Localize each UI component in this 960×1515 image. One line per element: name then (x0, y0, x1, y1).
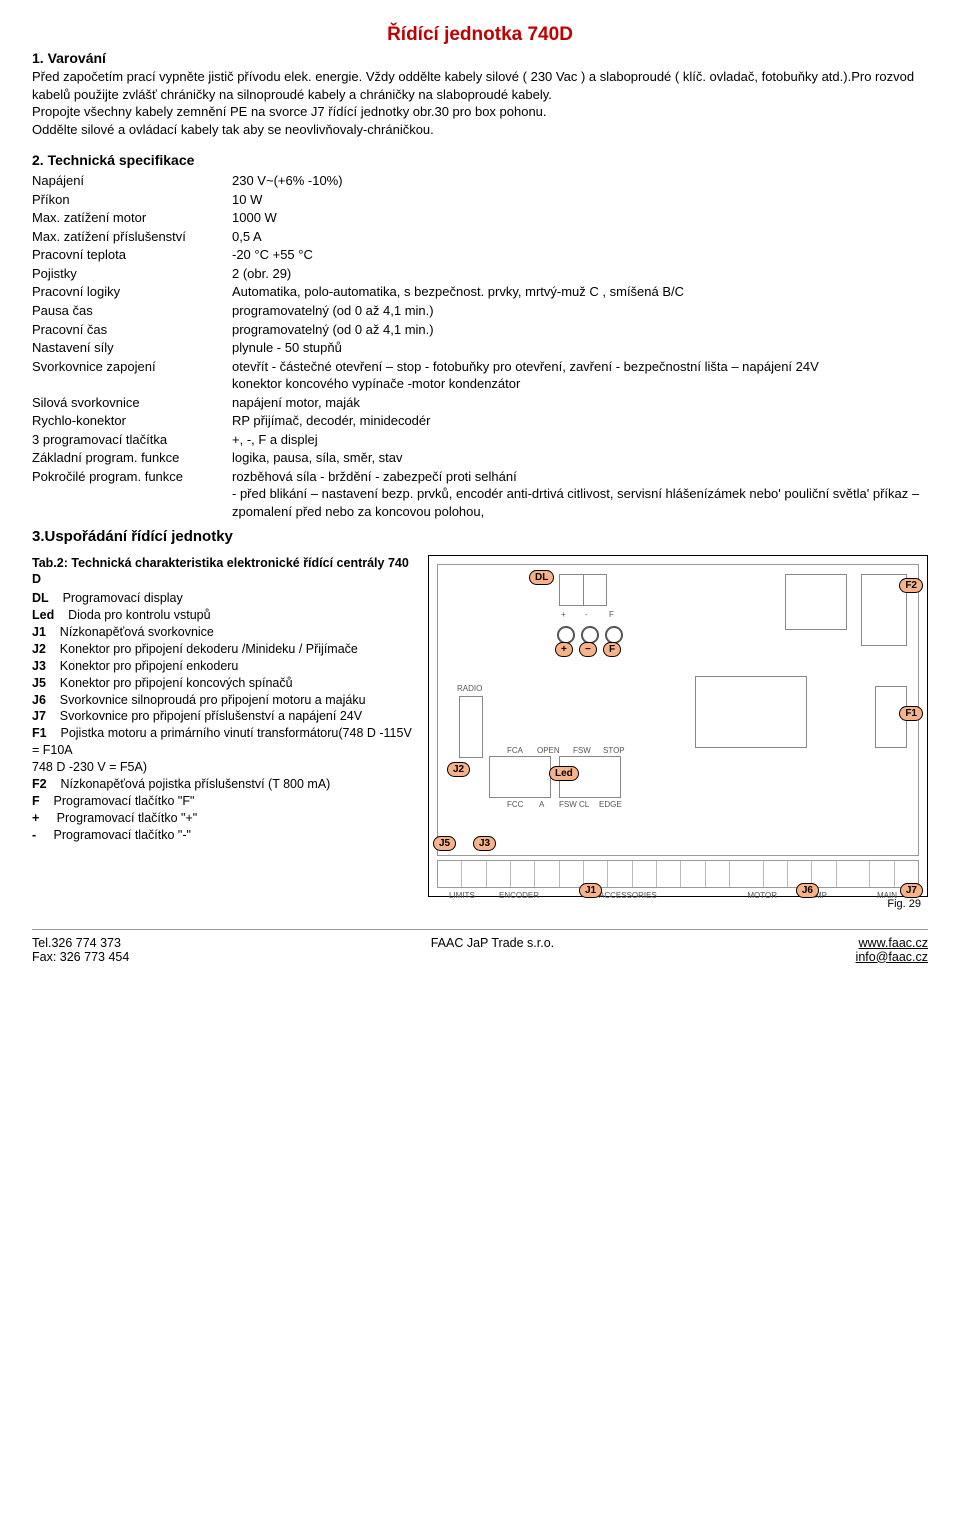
section2-head: 2. Technická specifikace (32, 152, 928, 168)
spec-val: programovatelný (od 0 až 4,1 min.) (232, 321, 928, 340)
footer-mail-link[interactable]: info@faac.cz (856, 950, 928, 964)
footer-web-link[interactable]: www.faac.cz (859, 936, 928, 950)
txt-fsw: FSW (573, 746, 591, 755)
spec-key: Max. zatížení příslušenství (32, 228, 232, 247)
fig-caption: Fig. 29 (887, 898, 921, 910)
txt-a: A (539, 800, 544, 809)
txt-stop: STOP (603, 746, 625, 755)
spec-val: otevřít - částečné otevření – stop - fot… (232, 358, 928, 394)
section1-body: Před započetím prací vypněte jistič přív… (32, 68, 928, 138)
txt-open: OPEN (537, 746, 560, 755)
label-f: F (609, 610, 614, 619)
spec-key: Silová svorkovnice (32, 394, 232, 413)
tab2-line: J3 Konektor pro připojení enkoderu (32, 658, 412, 675)
spec-val: logika, pausa, síla, směr, stav (232, 449, 928, 468)
tab2-line: J2 Konektor pro připojení dekoderu /Mini… (32, 641, 412, 658)
spec-key: Pokročilé program. funkce (32, 468, 232, 522)
spec-key: 3 programovací tlačítka (32, 431, 232, 450)
page-title: Řídící jednotka 740D (32, 24, 928, 46)
spec-key: Napájení (32, 172, 232, 191)
spec-key: Max. zatížení motor (32, 209, 232, 228)
callout-f2: F2 (899, 578, 923, 593)
spec-key: Pracovní teplota (32, 246, 232, 265)
callout-led: Led (549, 766, 579, 781)
label-plus: + (561, 610, 566, 619)
tab2-legend: Tab.2: Technická charakteristika elektro… (32, 555, 412, 897)
footer-fax: Fax: 326 773 454 (32, 950, 129, 964)
spec-key: Pojistky (32, 265, 232, 284)
callout-j3: J3 (473, 836, 496, 851)
txt-acc: ACCESSORIES (599, 891, 657, 900)
tab2-line: DL Programovací display (32, 590, 412, 607)
spec-key: Svorkovnice zapojení (32, 358, 232, 394)
label-minus: - (585, 610, 588, 619)
callout-j5: J5 (433, 836, 456, 851)
callout-j1: J1 (579, 883, 602, 898)
board-diagram: + - F RADIO FCA OPEN FSW STOP FCC A FSW … (428, 555, 928, 897)
tab2-line: F2 Nízkonapěťová pojistka příslušenství … (32, 776, 412, 793)
spec-val: +, -, F a displej (232, 431, 928, 450)
spec-key: Pracovní logiky (32, 283, 232, 302)
page-footer: Tel.326 774 373 Fax: 326 773 454 FAAC Ja… (32, 929, 928, 964)
callout-minus: − (579, 642, 597, 657)
txt-fswcl: FSW CL (559, 800, 589, 809)
spec-key: Příkon (32, 191, 232, 210)
tab2-line: J6 Svorkovnice silnoproudá pro připojení… (32, 692, 412, 709)
tab2-line: J5 Konektor pro připojení koncových spín… (32, 675, 412, 692)
txt-motor: MOTOR (747, 891, 777, 900)
spec-val: Automatika, polo-automatika, s bezpečnos… (232, 283, 928, 302)
tab2-line: J7 Svorkovnice pro připojení příslušenst… (32, 708, 412, 725)
tab2-line: - Programovací tlačítko "-" (32, 827, 412, 844)
spec-key: Rychlo-konektor (32, 412, 232, 431)
spec-val: 2 (obr. 29) (232, 265, 928, 284)
section1-head: 1. Varování (32, 50, 928, 66)
callout-plus: + (555, 642, 573, 657)
spec-val: RP přijímač, decodér, minidecodér (232, 412, 928, 431)
spec-val: napájení motor, maják (232, 394, 928, 413)
spec-val: rozběhová síla - brždění - zabezpečí pro… (232, 468, 928, 522)
spec-key: Pausa čas (32, 302, 232, 321)
spec-val: 0,5 A (232, 228, 928, 247)
callout-f1: F1 (899, 706, 923, 721)
tab2-line: + Programovací tlačítko "+" (32, 810, 412, 827)
footer-company: FAAC JaP Trade s.r.o. (431, 936, 554, 964)
txt-fcc: FCC (507, 800, 523, 809)
spec-val: programovatelný (od 0 až 4,1 min.) (232, 302, 928, 321)
spec-val: 1000 W (232, 209, 928, 228)
spec-val: -20 °C +55 °C (232, 246, 928, 265)
txt-limits: LIMITS (449, 891, 475, 900)
txt-encoder: ENCODER (499, 891, 539, 900)
spec-key: Nastavení síly (32, 339, 232, 358)
callout-f: F (603, 642, 621, 657)
spec-key: Základní program. funkce (32, 449, 232, 468)
txt-radio: RADIO (457, 684, 482, 693)
tab2-title: Tab.2: Technická charakteristika elektro… (32, 555, 412, 589)
txt-edge: EDGE (599, 800, 622, 809)
tab2-line: Led Dioda pro kontrolu vstupů (32, 607, 412, 624)
txt-fca: FCA (507, 746, 523, 755)
tab2-line: J1 Nízkonapěťová svorkovnice (32, 624, 412, 641)
spec-val: plynule - 50 stupňů (232, 339, 928, 358)
spec-table: Napájení230 V~(+6% -10%)Příkon10 WMax. z… (32, 172, 928, 521)
callout-j7: J7 (900, 883, 923, 898)
section3-head: 3.Uspořádání řídící jednotky (32, 528, 928, 545)
tab2-line: F1 Pojistka motoru a primárního vinutí t… (32, 725, 412, 776)
spec-val: 10 W (232, 191, 928, 210)
spec-val: 230 V~(+6% -10%) (232, 172, 928, 191)
callout-dl: DL (529, 570, 554, 585)
footer-tel: Tel.326 774 373 (32, 936, 129, 950)
callout-j2: J2 (447, 762, 470, 777)
callout-j6: J6 (796, 883, 819, 898)
spec-key: Pracovní čas (32, 321, 232, 340)
tab2-line: F Programovací tlačítko "F" (32, 793, 412, 810)
